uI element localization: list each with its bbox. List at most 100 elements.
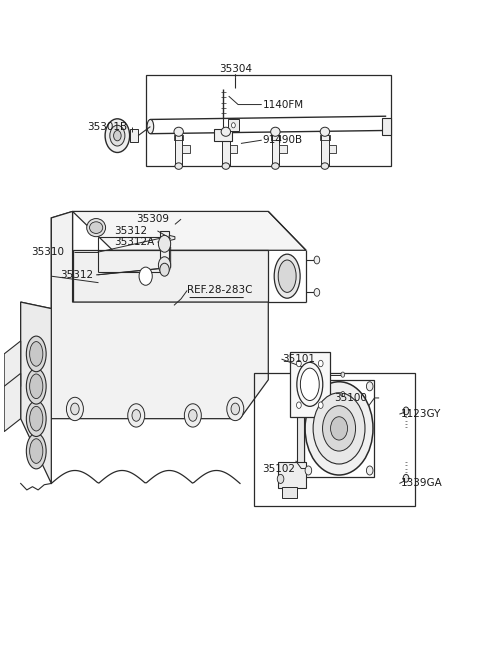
Polygon shape [51, 211, 72, 308]
Text: 35310: 35310 [32, 247, 64, 257]
Ellipse shape [30, 342, 43, 366]
Bar [279, 146, 287, 153]
Bar [272, 135, 279, 166]
Bar [228, 119, 239, 131]
Bar [383, 118, 391, 135]
Polygon shape [4, 373, 21, 432]
Bar [145, 75, 391, 166]
Ellipse shape [174, 127, 183, 136]
Circle shape [366, 382, 373, 391]
Bar [304, 380, 374, 477]
Text: 1123GY: 1123GY [400, 409, 441, 419]
Bar [329, 146, 336, 153]
Circle shape [313, 393, 365, 464]
Ellipse shape [26, 433, 46, 469]
Bar [321, 135, 329, 166]
Circle shape [160, 263, 169, 276]
Circle shape [66, 398, 84, 420]
Circle shape [403, 407, 409, 415]
Circle shape [110, 125, 125, 146]
Circle shape [132, 409, 141, 421]
Circle shape [318, 360, 323, 367]
Ellipse shape [300, 368, 319, 401]
Circle shape [158, 256, 171, 274]
Ellipse shape [87, 218, 106, 237]
Ellipse shape [321, 163, 329, 169]
Ellipse shape [274, 254, 300, 298]
Text: 1339GA: 1339GA [400, 478, 442, 489]
Polygon shape [21, 211, 268, 419]
Text: 1140FM: 1140FM [263, 100, 304, 110]
Circle shape [341, 392, 345, 397]
Polygon shape [72, 211, 306, 251]
Polygon shape [72, 251, 268, 302]
Circle shape [305, 382, 373, 475]
Circle shape [114, 131, 121, 141]
Ellipse shape [320, 127, 330, 136]
Circle shape [297, 360, 301, 367]
Text: 35312: 35312 [60, 270, 93, 280]
Polygon shape [169, 236, 175, 241]
Text: 35312A: 35312A [114, 237, 154, 247]
Circle shape [305, 466, 312, 475]
Ellipse shape [272, 163, 279, 169]
Bar [130, 129, 138, 142]
Bar [214, 129, 232, 141]
Circle shape [105, 119, 130, 152]
Text: 35102: 35102 [263, 464, 296, 474]
Ellipse shape [26, 369, 46, 404]
Circle shape [139, 267, 152, 285]
Ellipse shape [175, 163, 182, 169]
Circle shape [184, 404, 201, 427]
Text: REF.28-283C: REF.28-283C [187, 285, 252, 295]
Polygon shape [21, 302, 51, 483]
Bar [229, 146, 237, 153]
Bar [290, 352, 330, 417]
Circle shape [277, 474, 284, 483]
Ellipse shape [222, 163, 229, 169]
Circle shape [305, 382, 312, 391]
Bar [182, 146, 190, 153]
Text: 35301B: 35301B [87, 122, 127, 133]
Bar [254, 373, 415, 506]
Circle shape [189, 409, 197, 421]
Circle shape [227, 398, 244, 420]
Ellipse shape [221, 127, 230, 136]
Ellipse shape [278, 260, 296, 293]
Ellipse shape [26, 401, 46, 436]
Circle shape [314, 289, 320, 297]
Circle shape [341, 372, 345, 377]
Circle shape [314, 256, 320, 264]
Ellipse shape [30, 439, 43, 463]
Ellipse shape [271, 127, 280, 136]
Bar [278, 462, 306, 488]
Bar [175, 135, 182, 166]
Text: 35312: 35312 [114, 226, 147, 236]
Bar [160, 231, 169, 266]
Bar [222, 135, 229, 166]
Text: 35304: 35304 [219, 64, 252, 74]
Polygon shape [4, 341, 21, 400]
Bar [282, 487, 297, 499]
Ellipse shape [26, 336, 46, 372]
Text: 91490B: 91490B [263, 135, 303, 145]
Circle shape [231, 123, 235, 128]
Circle shape [403, 474, 409, 482]
Circle shape [318, 402, 323, 409]
Circle shape [297, 402, 301, 409]
Circle shape [366, 466, 373, 475]
Circle shape [331, 417, 348, 440]
Circle shape [71, 403, 79, 415]
Text: 35309: 35309 [136, 215, 169, 224]
Ellipse shape [30, 406, 43, 431]
Ellipse shape [297, 362, 323, 406]
Circle shape [128, 404, 145, 427]
Circle shape [158, 236, 171, 252]
Polygon shape [297, 393, 304, 464]
Text: 35100: 35100 [335, 393, 367, 403]
Ellipse shape [147, 119, 154, 134]
Circle shape [323, 405, 356, 451]
Ellipse shape [30, 374, 43, 399]
Text: 35101: 35101 [282, 354, 315, 364]
Circle shape [231, 403, 240, 415]
